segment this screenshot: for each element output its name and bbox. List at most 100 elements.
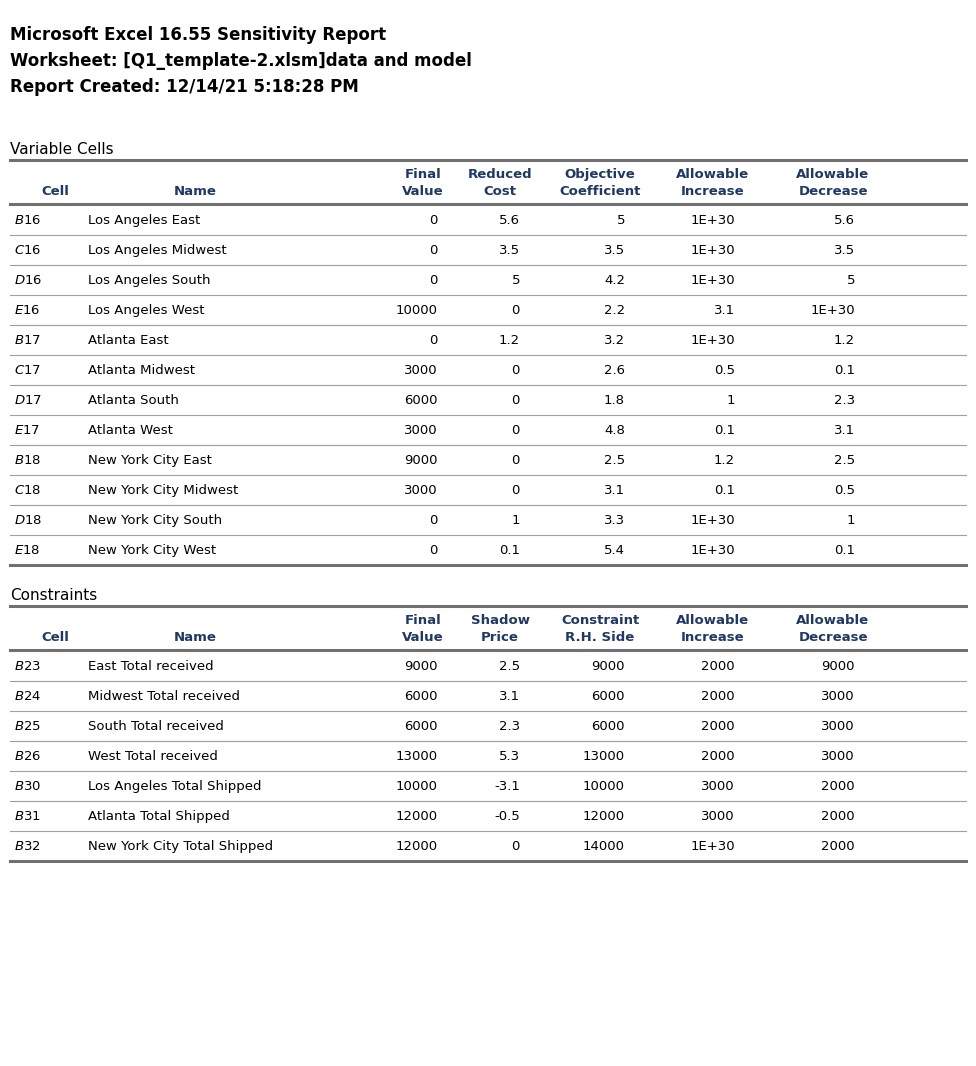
Text: West Total received: West Total received — [88, 750, 218, 763]
Text: 3.1: 3.1 — [713, 304, 735, 317]
Text: 12000: 12000 — [396, 810, 438, 823]
Text: Los Angeles West: Los Angeles West — [88, 304, 205, 317]
Text: 2000: 2000 — [822, 810, 855, 823]
Text: $D$18: $D$18 — [14, 514, 42, 527]
Text: 5.4: 5.4 — [604, 544, 625, 558]
Text: 3.5: 3.5 — [834, 244, 855, 257]
Text: 3000: 3000 — [702, 810, 735, 823]
Text: 3000: 3000 — [404, 484, 438, 497]
Text: 6000: 6000 — [404, 690, 438, 702]
Text: Cost: Cost — [483, 185, 516, 198]
Text: 1E+30: 1E+30 — [690, 334, 735, 348]
Text: 1.2: 1.2 — [713, 454, 735, 467]
Text: 3000: 3000 — [822, 750, 855, 763]
Text: 3.5: 3.5 — [604, 244, 625, 257]
Text: 0: 0 — [429, 544, 438, 558]
Text: 6000: 6000 — [591, 720, 625, 733]
Text: $C$18: $C$18 — [14, 484, 41, 497]
Text: 0.1: 0.1 — [714, 424, 735, 437]
Text: 2000: 2000 — [822, 840, 855, 853]
Text: Allowable: Allowable — [676, 168, 750, 181]
Text: Cell: Cell — [41, 185, 69, 198]
Text: 3000: 3000 — [702, 780, 735, 793]
Text: Final: Final — [405, 168, 441, 181]
Text: $D$16: $D$16 — [14, 274, 42, 287]
Text: 1E+30: 1E+30 — [690, 214, 735, 227]
Text: -0.5: -0.5 — [494, 810, 520, 823]
Text: Constraints: Constraints — [10, 588, 98, 603]
Text: 1E+30: 1E+30 — [810, 304, 855, 317]
Text: 0: 0 — [511, 394, 520, 407]
Text: 6000: 6000 — [591, 690, 625, 702]
Text: 2000: 2000 — [702, 690, 735, 702]
Text: Allowable: Allowable — [796, 168, 870, 181]
Text: Reduced: Reduced — [468, 168, 532, 181]
Text: Worksheet: [Q1_template-2.xlsm]data and model: Worksheet: [Q1_template-2.xlsm]data and … — [10, 52, 471, 70]
Text: New York City West: New York City West — [88, 544, 216, 558]
Text: 4.8: 4.8 — [604, 424, 625, 437]
Text: $B$17: $B$17 — [14, 334, 41, 348]
Text: 0: 0 — [429, 274, 438, 287]
Text: 4.2: 4.2 — [604, 274, 625, 287]
Text: 3000: 3000 — [404, 364, 438, 377]
Text: Atlanta Midwest: Atlanta Midwest — [88, 364, 195, 377]
Text: $E$16: $E$16 — [14, 304, 40, 317]
Text: 1E+30: 1E+30 — [690, 274, 735, 287]
Text: 6000: 6000 — [404, 720, 438, 733]
Text: Decrease: Decrease — [798, 631, 868, 644]
Text: 5: 5 — [511, 274, 520, 287]
Text: 9000: 9000 — [591, 660, 625, 673]
Text: Allowable: Allowable — [676, 614, 750, 627]
Text: Atlanta West: Atlanta West — [88, 424, 173, 437]
Text: 0.1: 0.1 — [834, 544, 855, 558]
Text: $C$17: $C$17 — [14, 364, 41, 377]
Text: 0: 0 — [429, 214, 438, 227]
Text: 3.1: 3.1 — [834, 424, 855, 437]
Text: New York City Midwest: New York City Midwest — [88, 484, 238, 497]
Text: 1: 1 — [511, 514, 520, 527]
Text: 3.3: 3.3 — [604, 514, 625, 527]
Text: 0: 0 — [429, 244, 438, 257]
Text: $B$18: $B$18 — [14, 454, 41, 467]
Text: 0: 0 — [429, 334, 438, 348]
Text: Constraint: Constraint — [561, 614, 639, 627]
Text: 2.2: 2.2 — [604, 304, 625, 317]
Text: New York City Total Shipped: New York City Total Shipped — [88, 840, 273, 853]
Text: $B$31: $B$31 — [14, 810, 41, 823]
Text: 0: 0 — [511, 484, 520, 497]
Text: 0: 0 — [511, 454, 520, 467]
Text: 5.3: 5.3 — [499, 750, 520, 763]
Text: 0: 0 — [511, 364, 520, 377]
Text: $D$17: $D$17 — [14, 394, 42, 407]
Text: Atlanta Total Shipped: Atlanta Total Shipped — [88, 810, 230, 823]
Text: 0: 0 — [511, 304, 520, 317]
Text: R.H. Side: R.H. Side — [565, 631, 634, 644]
Text: 1.2: 1.2 — [834, 334, 855, 348]
Text: 9000: 9000 — [404, 454, 438, 467]
Text: 2.5: 2.5 — [499, 660, 520, 673]
Text: 1.2: 1.2 — [499, 334, 520, 348]
Text: $B$23: $B$23 — [14, 660, 41, 673]
Text: 0: 0 — [429, 514, 438, 527]
Text: 0.5: 0.5 — [834, 484, 855, 497]
Text: Final: Final — [405, 614, 441, 627]
Text: Microsoft Excel 16.55 Sensitivity Report: Microsoft Excel 16.55 Sensitivity Report — [10, 26, 386, 44]
Text: $C$16: $C$16 — [14, 244, 41, 257]
Text: 0.1: 0.1 — [499, 544, 520, 558]
Text: 14000: 14000 — [583, 840, 625, 853]
Text: 2.5: 2.5 — [834, 454, 855, 467]
Text: Shadow: Shadow — [470, 614, 530, 627]
Text: Cell: Cell — [41, 631, 69, 644]
Text: Price: Price — [481, 631, 519, 644]
Text: 6000: 6000 — [404, 394, 438, 407]
Text: Increase: Increase — [681, 185, 745, 198]
Text: $E$17: $E$17 — [14, 424, 40, 437]
Text: 3.1: 3.1 — [499, 690, 520, 702]
Text: 2.5: 2.5 — [604, 454, 625, 467]
Text: 13000: 13000 — [396, 750, 438, 763]
Text: Midwest Total received: Midwest Total received — [88, 690, 240, 702]
Text: $B$24: $B$24 — [14, 690, 41, 702]
Text: 0.1: 0.1 — [834, 364, 855, 377]
Text: New York City South: New York City South — [88, 514, 223, 527]
Text: 10000: 10000 — [396, 780, 438, 793]
